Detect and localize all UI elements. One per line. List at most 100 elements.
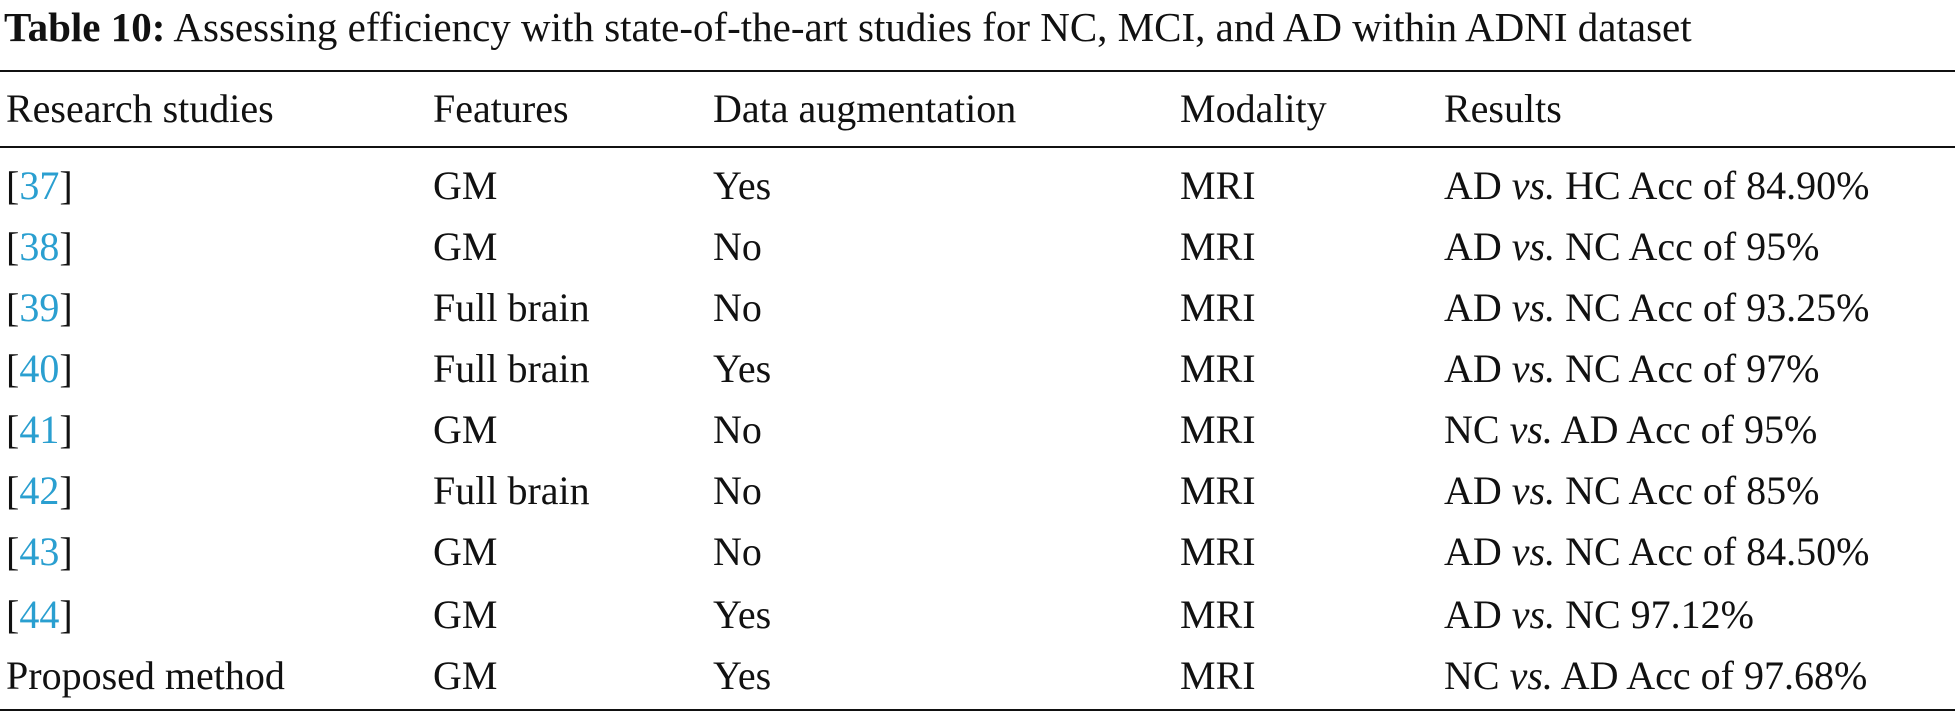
text: AD xyxy=(1444,346,1502,391)
versus: vs. xyxy=(1509,407,1553,452)
citation: 42 xyxy=(19,468,60,513)
versus: vs. xyxy=(1511,346,1556,391)
cell: MRI xyxy=(1180,468,1256,513)
cell: No xyxy=(713,468,762,513)
cell: NC vs. AD Acc of 97.68% xyxy=(1444,653,1867,699)
top-rule xyxy=(0,70,1955,72)
cell: No xyxy=(713,407,762,452)
text: AD Acc of 95% xyxy=(1560,407,1818,452)
citation: 37 xyxy=(19,163,60,208)
text: AD xyxy=(1444,468,1502,513)
text: NC xyxy=(1444,407,1500,452)
header-cell: Results xyxy=(1444,86,1562,131)
header-cell: Features xyxy=(433,86,569,131)
text: [ xyxy=(6,468,20,513)
text: AD xyxy=(1444,285,1502,330)
text: HC Acc of 84.90% xyxy=(1565,163,1870,208)
caption: Table 10: Assessing efficiency with stat… xyxy=(4,4,1692,50)
cell: GM xyxy=(433,163,498,208)
text: [ xyxy=(6,285,20,330)
cell: GM xyxy=(433,653,498,698)
versus: vs. xyxy=(1509,653,1553,698)
citation: 39 xyxy=(19,285,60,330)
cell: GM xyxy=(433,407,498,452)
cell: MRI xyxy=(1180,407,1256,452)
cell: MRI xyxy=(1180,224,1256,269)
text: ] xyxy=(59,224,73,269)
text: ] xyxy=(59,285,73,330)
cell: AD vs. NC Acc of 93.25% xyxy=(1444,285,1870,331)
cell: Yes xyxy=(713,163,772,208)
text: NC Acc of 93.25% xyxy=(1565,285,1870,330)
header-rule xyxy=(0,146,1955,148)
text: NC 97.12% xyxy=(1565,592,1754,637)
cell: Full brain xyxy=(433,468,590,513)
cell: Yes xyxy=(713,653,772,698)
cell: NC vs. AD Acc of 95% xyxy=(1444,407,1817,453)
cell: [37] xyxy=(6,163,73,209)
text: ] xyxy=(59,592,73,637)
cell: Proposed method xyxy=(6,653,285,698)
cell: MRI xyxy=(1180,529,1256,574)
text: [ xyxy=(6,163,20,208)
text: NC Acc of 85% xyxy=(1565,468,1820,513)
cell: AD vs. NC 97.12% xyxy=(1444,592,1754,638)
text: NC Acc of 97% xyxy=(1565,346,1820,391)
text: NC Acc of 95% xyxy=(1565,224,1820,269)
cell: AD vs. NC Acc of 84.50% xyxy=(1444,529,1870,575)
text: [ xyxy=(6,407,20,452)
header-cell: Research studies xyxy=(6,86,274,131)
text: AD Acc of 97.68% xyxy=(1560,653,1868,698)
cell: [40] xyxy=(6,346,73,392)
header-cell: Modality xyxy=(1180,86,1327,131)
text: ] xyxy=(59,163,73,208)
cell: [44] xyxy=(6,592,73,638)
text: ] xyxy=(59,346,73,391)
versus: vs. xyxy=(1511,285,1556,330)
text: ] xyxy=(59,407,73,452)
cell: [39] xyxy=(6,285,73,331)
cell: MRI xyxy=(1180,346,1256,391)
text: AD xyxy=(1444,224,1502,269)
text: AD xyxy=(1444,592,1502,637)
cell: No xyxy=(713,285,762,330)
cell: MRI xyxy=(1180,592,1256,637)
citation: 38 xyxy=(19,224,60,269)
citation: 44 xyxy=(19,592,60,637)
caption-text: Assessing efficiency with state-of-the-a… xyxy=(173,4,1692,50)
cell: AD vs. NC Acc of 85% xyxy=(1444,468,1820,514)
caption-label: Table 10: xyxy=(4,4,166,50)
cell: GM xyxy=(433,224,498,269)
cell: Yes xyxy=(713,592,772,637)
cell: AD vs. NC Acc of 97% xyxy=(1444,346,1820,392)
cell: [41] xyxy=(6,407,73,453)
text: AD xyxy=(1444,163,1502,208)
cell: No xyxy=(713,529,762,574)
cell: [43] xyxy=(6,529,73,575)
citation: 41 xyxy=(19,407,60,452)
citation: 40 xyxy=(19,346,60,391)
cell: GM xyxy=(433,529,498,574)
text: NC xyxy=(1444,653,1500,698)
text: [ xyxy=(6,224,20,269)
citation: 43 xyxy=(19,529,60,574)
cell: [38] xyxy=(6,224,73,270)
cell: Full brain xyxy=(433,346,590,391)
text: [ xyxy=(6,346,20,391)
cell: MRI xyxy=(1180,163,1256,208)
cell: AD vs. HC Acc of 84.90% xyxy=(1444,163,1870,209)
text: ] xyxy=(59,529,73,574)
cell: AD vs. NC Acc of 95% xyxy=(1444,224,1820,270)
bottom-rule xyxy=(0,709,1955,711)
text: [ xyxy=(6,592,20,637)
text: NC Acc of 84.50% xyxy=(1565,529,1870,574)
text: ] xyxy=(59,468,73,513)
versus: vs. xyxy=(1511,529,1556,574)
cell: [42] xyxy=(6,468,73,514)
versus: vs. xyxy=(1511,163,1556,208)
versus: vs. xyxy=(1511,468,1556,513)
cell: MRI xyxy=(1180,285,1256,330)
versus: vs. xyxy=(1511,592,1556,637)
cell: MRI xyxy=(1180,653,1256,698)
header-cell: Data augmentation xyxy=(713,86,1017,131)
